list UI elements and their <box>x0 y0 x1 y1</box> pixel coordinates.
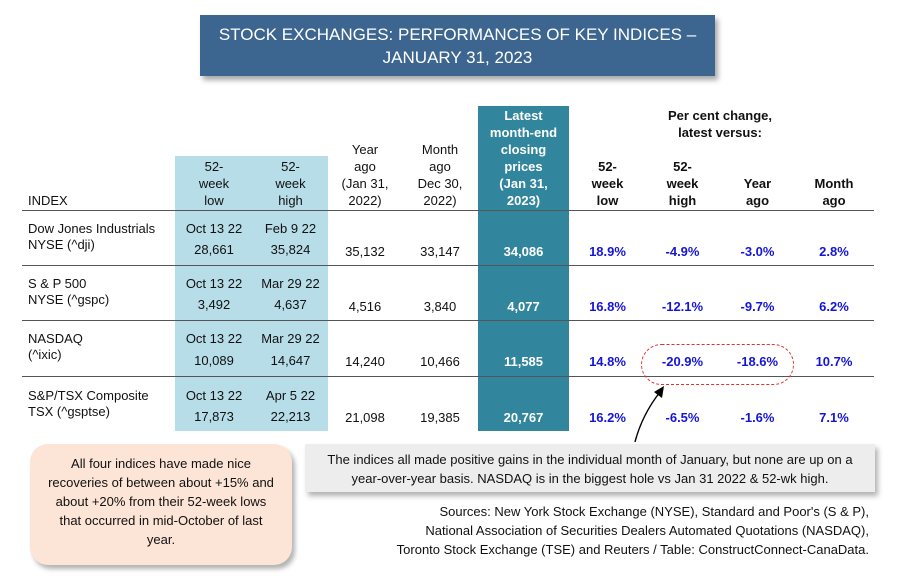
pct-month: 6.2% <box>819 299 849 314</box>
index-ticker: NYSE (^gspc) <box>28 292 110 307</box>
latest-value: 34,086 <box>503 244 544 259</box>
index-ticker: (^ixic) <box>28 347 62 362</box>
year-ago-value: 35,132 <box>345 244 385 259</box>
pct-low52: 16.2% <box>589 410 626 425</box>
pct-high52: -4.9% <box>665 244 700 259</box>
yoy-note: The indices all made positive gains in t… <box>305 444 875 492</box>
high52-value: 14,647 <box>270 353 311 368</box>
pct-low52: 16.8% <box>589 299 626 314</box>
index-name: NASDAQ <box>28 331 83 346</box>
pct-low52: 18.9% <box>589 244 626 259</box>
header-pct-year: Year ago <box>743 176 772 208</box>
recovery-note: All four indices have made nice recoveri… <box>30 444 292 565</box>
header-latest: Latest month-end closing prices (Jan 31,… <box>489 108 558 208</box>
latest-value: 20,767 <box>503 410 544 425</box>
low52-value: 10,089 <box>194 353 234 368</box>
pct-year: -18.6% <box>736 354 779 369</box>
row-divider-3 <box>22 376 874 377</box>
index-name: Dow Jones Industrials <box>28 221 156 236</box>
latest-value: 4,077 <box>507 299 540 314</box>
index-ticker: NYSE (^dji) <box>28 237 95 252</box>
header-pct-title: Per cent change, latest versus: <box>667 108 773 140</box>
callout-arrow <box>634 386 664 443</box>
pct-year: -9.7% <box>740 299 775 314</box>
low52-date: Oct 13 22 <box>185 276 243 291</box>
low52-date: Oct 13 22 <box>185 331 243 346</box>
index-name: S&P/TSX Composite <box>28 388 149 403</box>
pct-high52: -6.5% <box>665 410 700 425</box>
highlight-oval <box>641 344 794 385</box>
high52-date: Mar 29 22 <box>261 331 320 346</box>
title-banner: STOCK EXCHANGES: PERFORMANCES OF KEY IND… <box>200 15 715 76</box>
year-ago-value: 14,240 <box>345 354 385 369</box>
header-pct-month: Month ago <box>814 176 854 208</box>
year-ago-value: 21,098 <box>345 410 385 425</box>
sources-text: Sources: New York Stock Exchange (NYSE),… <box>396 504 869 557</box>
high52-date: Feb 9 22 <box>264 221 317 236</box>
year-ago-value: 4,516 <box>348 299 382 314</box>
title-line-2: JANUARY 31, 2023 <box>382 48 533 67</box>
header-pct-low52: 52- week low <box>591 159 624 208</box>
month-ago-value: 10,466 <box>420 354 460 369</box>
low52-date: Oct 13 22 <box>185 221 243 236</box>
pct-month: 7.1% <box>819 410 849 425</box>
high52-value: 4,637 <box>274 297 307 312</box>
pct-year: -1.6% <box>740 410 775 425</box>
row-divider-2 <box>22 320 874 321</box>
header-month-ago: Month ago Dec 30, 2022) <box>417 142 463 208</box>
low52-value: 28,661 <box>194 242 234 257</box>
header-index: INDEX <box>28 193 68 208</box>
low52-value: 3,492 <box>197 297 231 312</box>
pct-high52: -20.9% <box>661 354 704 369</box>
pct-high52: -12.1% <box>661 299 704 314</box>
index-ticker: TSX (^gsptse) <box>28 404 110 419</box>
latest-value: 11,585 <box>503 354 544 369</box>
high52-column-band <box>253 156 328 431</box>
pct-month: 10.7% <box>815 354 853 369</box>
row-divider-1 <box>22 265 874 266</box>
header-pct-high52: 52- week high <box>666 159 699 208</box>
title-line-1: STOCK EXCHANGES: PERFORMANCES OF KEY IND… <box>218 25 697 44</box>
high52-date: Mar 29 22 <box>261 276 320 291</box>
month-ago-value: 19,385 <box>420 410 460 425</box>
header-high52: 52- week high <box>275 159 306 208</box>
header-year-ago: Year ago (Jan 31, 2022) <box>341 142 389 208</box>
high52-date: Apr 5 22 <box>265 388 316 403</box>
pct-month: 2.8% <box>819 244 849 259</box>
month-ago-value: 3,840 <box>423 299 457 314</box>
month-ago-value: 33,147 <box>420 244 460 259</box>
pct-low52: 14.8% <box>589 354 626 369</box>
low52-value: 17,873 <box>194 409 234 424</box>
low52-date: Oct 13 22 <box>185 388 243 403</box>
header-low52: 52- week low <box>198 159 230 208</box>
pct-year: -3.0% <box>740 244 775 259</box>
header-divider <box>22 210 874 211</box>
low52-column-band <box>175 156 253 431</box>
high52-value: 22,213 <box>270 409 311 424</box>
index-name: S & P 500 <box>28 276 87 291</box>
high52-value: 35,824 <box>270 242 311 257</box>
